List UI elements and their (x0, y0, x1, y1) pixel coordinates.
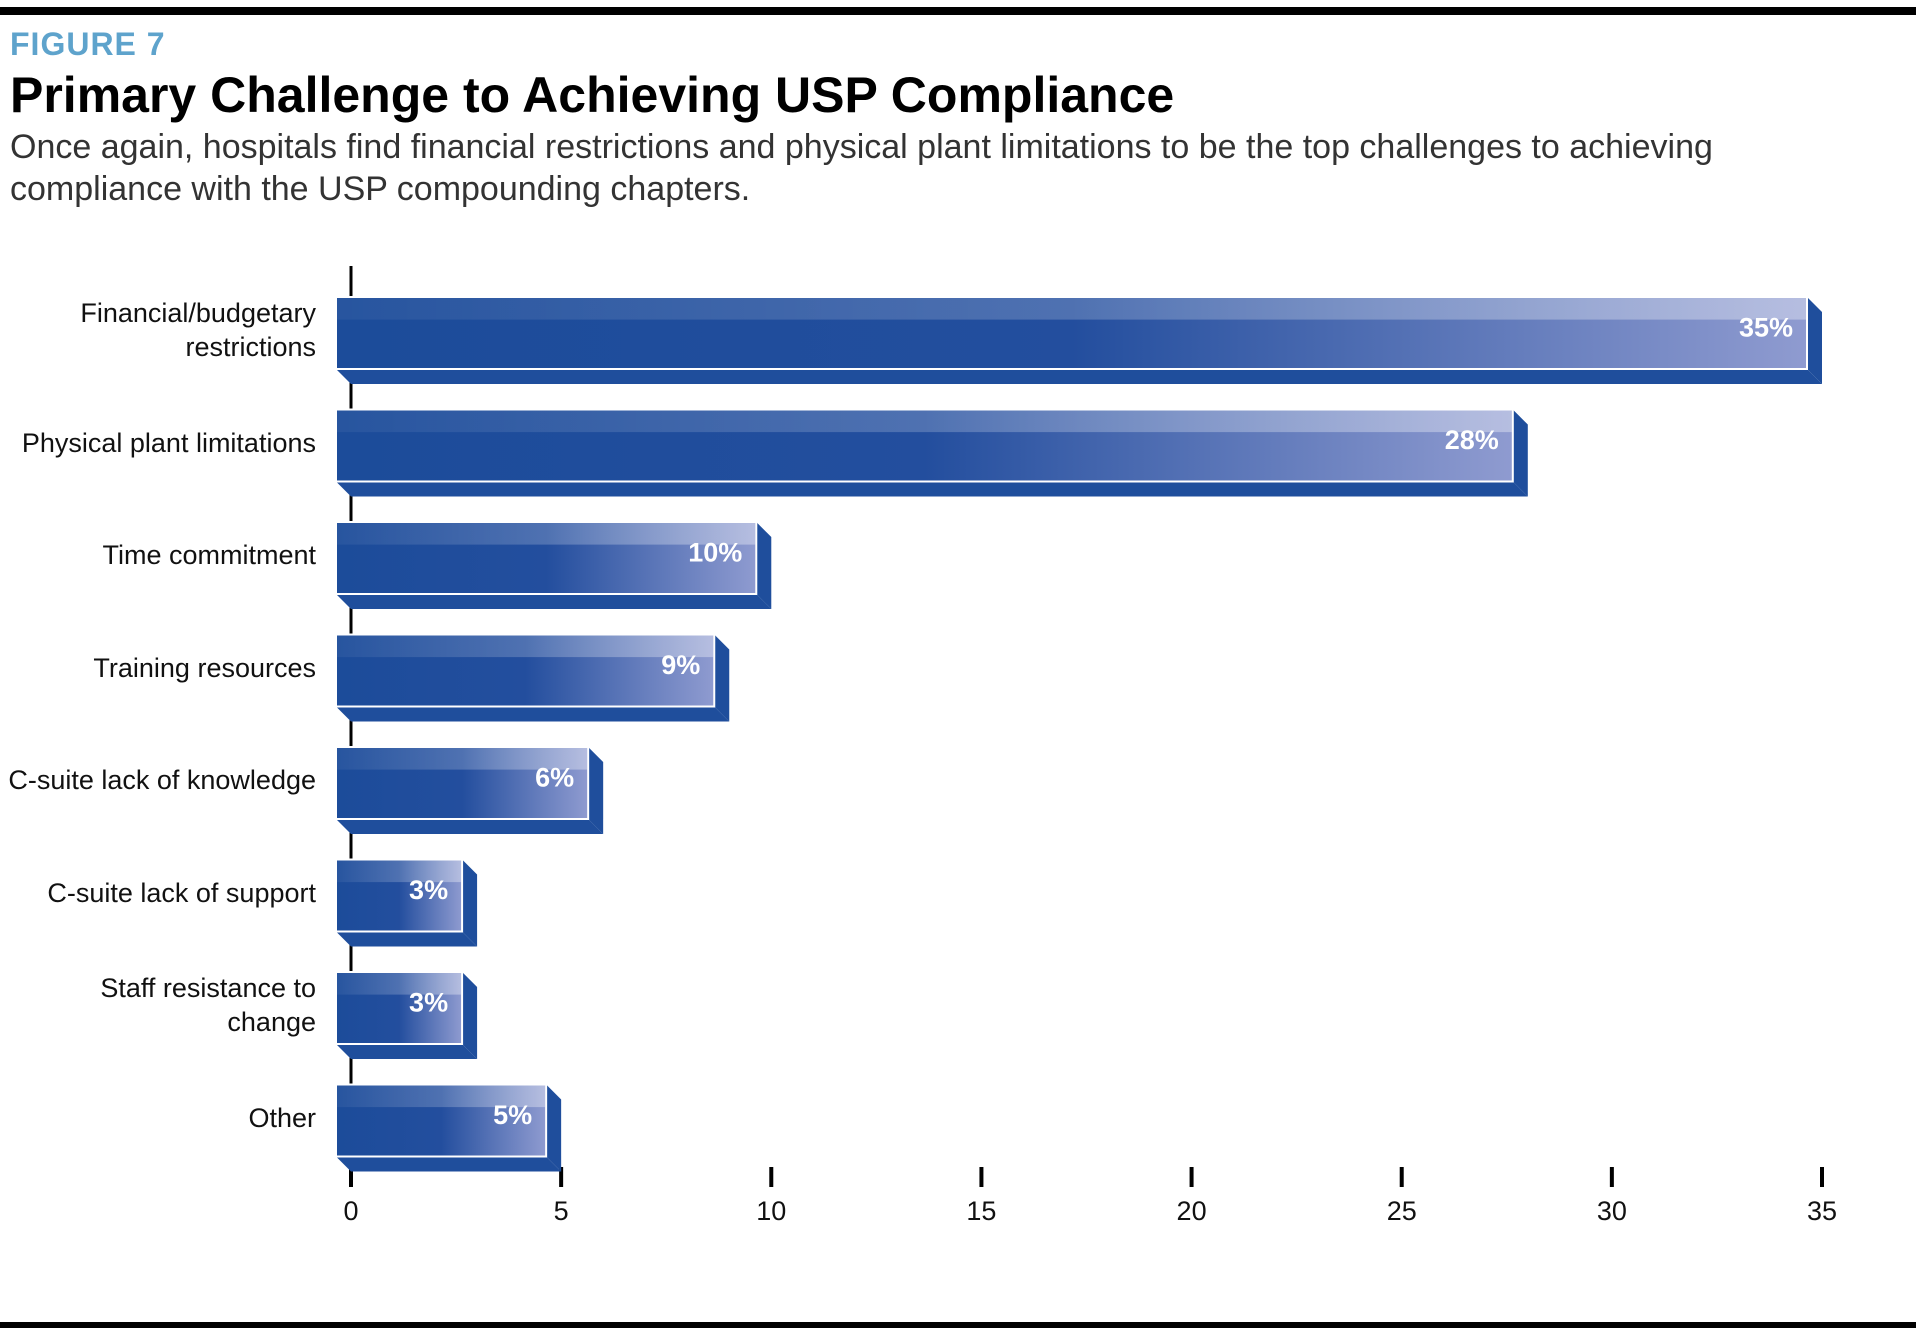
bar-bottom (336, 931, 478, 947)
figure-label: FIGURE 7 (10, 26, 166, 62)
x-tick-label: 10 (756, 1196, 786, 1226)
category-label: Physical plant limitations (21, 427, 316, 458)
value-label: 35% (1739, 313, 1793, 343)
bar-highlight (337, 860, 462, 883)
bar-side (546, 1084, 562, 1172)
value-label: 3% (409, 875, 448, 905)
category-label: Staff resistance to change (100, 973, 316, 1037)
bar-bottom (336, 1044, 478, 1059)
bar-highlight (337, 298, 1806, 320)
chart-title: Primary Challenge to Achieving USP Compl… (10, 67, 1175, 123)
value-label: 28% (1445, 425, 1499, 455)
x-tick-label: 25 (1387, 1196, 1417, 1226)
category-label: Other (248, 1102, 316, 1133)
bar-side (714, 634, 730, 722)
bar-highlight (337, 635, 714, 658)
bar-bottom (336, 481, 1528, 497)
bar-side (756, 522, 772, 609)
x-tick-label: 30 (1597, 1196, 1627, 1226)
bar-bottom (336, 1156, 562, 1172)
category-label: Training resources (93, 652, 316, 683)
category-label: Time commitment (102, 540, 316, 570)
bar-side (462, 859, 478, 947)
bar-bottom (336, 594, 772, 609)
value-label: 9% (661, 650, 700, 680)
bar-bottom (336, 819, 604, 834)
bar-highlight (337, 748, 588, 770)
bar-side (1807, 297, 1822, 384)
x-tick-label: 5 (554, 1196, 569, 1226)
bottom-rule (0, 1322, 1916, 1328)
bar-highlight (337, 973, 462, 995)
bar-bottom (336, 706, 730, 722)
bar-side (462, 972, 478, 1059)
x-tick-label: 15 (966, 1196, 996, 1226)
x-tick-label: 0 (343, 1196, 358, 1226)
x-tick-label: 35 (1807, 1196, 1837, 1226)
bar-highlight (337, 1085, 546, 1108)
value-label: 6% (535, 763, 574, 793)
chart-subtitle: Once again, hospitals find financial res… (10, 128, 1713, 208)
bar-side (588, 747, 604, 834)
bar-highlight (337, 410, 1512, 433)
category-label: Financial/budgetary restrictions (80, 298, 316, 362)
category-label: C-suite lack of knowledge (8, 765, 316, 795)
value-label: 5% (493, 1100, 532, 1130)
top-rule (0, 7, 1916, 15)
value-label: 3% (409, 988, 448, 1018)
bar-side (1512, 409, 1528, 497)
x-tick-label: 20 (1177, 1196, 1207, 1226)
bar-bottom (336, 369, 1822, 384)
value-label: 10% (688, 538, 742, 568)
bar-highlight (337, 523, 756, 545)
category-label: C-suite lack of support (47, 877, 316, 908)
